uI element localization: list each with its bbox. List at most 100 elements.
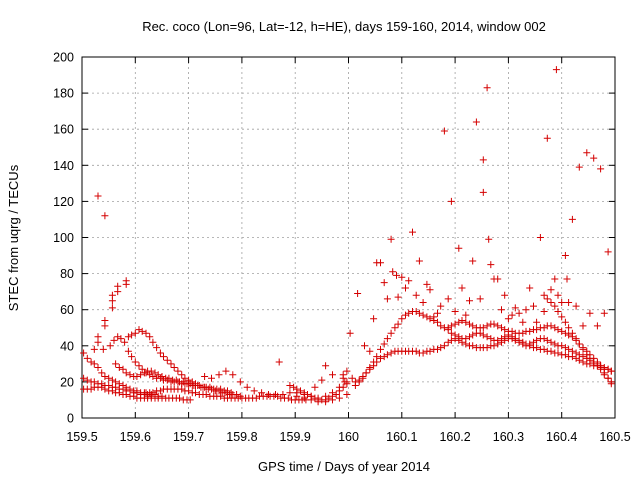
data-point <box>447 329 455 337</box>
data-point <box>112 360 120 368</box>
data-point <box>370 315 378 323</box>
y-tick-label: 60 <box>60 303 74 317</box>
data-point <box>533 318 541 326</box>
chart-title: Rec. coco (Lon=96, Lat=-12, h=HE), days … <box>142 19 546 34</box>
data-point <box>314 398 322 406</box>
data-point <box>156 387 164 395</box>
data-point <box>563 275 571 283</box>
data-point <box>355 378 363 386</box>
data-point <box>370 358 378 366</box>
data-point <box>540 308 548 315</box>
data-point <box>472 118 480 126</box>
data-point <box>547 338 555 346</box>
data-point <box>498 324 505 332</box>
data-point <box>405 309 413 317</box>
data-point <box>108 304 116 312</box>
data-point <box>343 367 351 375</box>
data-point <box>593 322 601 330</box>
data-point <box>451 331 459 339</box>
data-point <box>151 369 159 377</box>
data-point <box>579 345 587 353</box>
data-point <box>519 329 527 337</box>
data-point <box>138 365 146 373</box>
data-point <box>530 302 537 310</box>
data-point <box>115 364 123 371</box>
data-point <box>122 391 130 398</box>
data-point <box>498 335 505 343</box>
data-point <box>455 333 463 341</box>
data-point <box>547 299 555 306</box>
data-point <box>479 324 487 332</box>
data-point <box>174 367 182 375</box>
data-point <box>515 309 523 317</box>
data-point <box>217 392 225 400</box>
data-point <box>233 391 241 398</box>
data-point <box>163 376 171 384</box>
y-tick-label: 100 <box>53 231 74 245</box>
data-point <box>311 383 319 391</box>
data-point <box>236 378 244 386</box>
data-point <box>415 309 423 317</box>
data-point <box>440 127 448 135</box>
data-point <box>426 347 434 355</box>
data-point <box>304 391 311 398</box>
data-point <box>458 284 466 292</box>
data-point <box>366 347 374 355</box>
data-point <box>126 371 134 379</box>
data-point <box>135 362 143 370</box>
data-point <box>469 342 477 350</box>
data-point <box>526 284 534 292</box>
data-point <box>146 371 154 379</box>
data-point <box>300 394 308 402</box>
data-point <box>409 228 416 236</box>
data-point <box>483 322 491 330</box>
data-point <box>447 322 455 330</box>
data-point <box>101 373 109 380</box>
x-tick-label: 159.9 <box>280 430 311 444</box>
data-point <box>90 345 98 353</box>
data-point <box>133 373 141 380</box>
data-point <box>87 385 95 393</box>
data-point <box>343 391 351 398</box>
data-point <box>426 286 434 294</box>
data-point <box>131 329 139 337</box>
data-point <box>607 367 615 375</box>
data-point <box>600 364 608 371</box>
data-point <box>149 338 157 346</box>
data-point <box>117 335 125 343</box>
data-point <box>142 369 150 377</box>
data-point <box>583 351 591 359</box>
data-point <box>586 354 594 362</box>
data-point <box>217 385 225 393</box>
data-point <box>565 299 573 306</box>
x-tick-label: 159.6 <box>120 430 151 444</box>
data-point <box>476 295 484 303</box>
data-point <box>437 322 445 330</box>
data-point <box>307 396 315 404</box>
data-point <box>377 354 384 362</box>
x-tick-label: 160.5 <box>599 430 630 444</box>
data-point <box>543 336 551 344</box>
data-point <box>479 156 487 164</box>
data-point <box>494 322 502 330</box>
data-point <box>335 394 343 402</box>
data-point <box>519 318 527 326</box>
data-point <box>387 329 395 337</box>
data-point <box>412 347 420 355</box>
data-point <box>101 212 109 220</box>
x-tick-label: 159.8 <box>226 430 257 444</box>
data-point <box>540 335 548 343</box>
data-point <box>487 261 495 269</box>
data-point <box>572 302 580 310</box>
data-point <box>487 335 495 343</box>
data-points <box>80 66 615 406</box>
data-point <box>325 394 333 402</box>
data-point <box>558 327 566 335</box>
data-point <box>455 318 463 326</box>
data-point <box>561 318 569 326</box>
data-point <box>440 342 448 350</box>
data-point <box>114 333 122 341</box>
data-point <box>265 391 272 398</box>
data-point <box>153 344 161 352</box>
data-point <box>94 364 102 371</box>
